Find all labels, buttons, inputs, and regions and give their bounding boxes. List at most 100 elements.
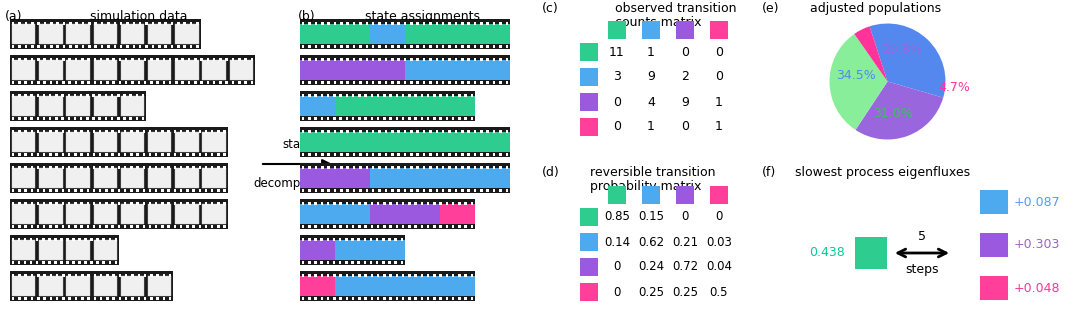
Bar [408,274,410,277]
Bar [158,45,161,48]
Bar [62,189,64,192]
Bar [188,58,190,62]
Bar [197,22,199,25]
Bar [167,225,170,228]
Bar [448,58,450,62]
Bar [492,166,496,169]
Bar [177,22,179,25]
Bar [415,225,417,228]
Bar [397,45,400,48]
Bar [335,132,370,152]
Bar [48,238,51,241]
Bar [143,166,145,169]
Bar [433,274,435,277]
Bar [12,240,36,260]
Text: observed transition: observed transition [615,2,737,15]
Bar [143,225,145,228]
Bar [327,58,329,62]
Bar [370,168,405,188]
Bar [468,22,470,25]
Bar [377,117,379,120]
Bar [168,297,172,300]
Bar [474,189,476,192]
Bar [440,202,442,205]
Bar [141,94,145,97]
Bar [68,202,70,205]
Text: 0.85: 0.85 [604,211,630,223]
Bar [390,202,392,205]
Bar [327,225,329,228]
Bar [199,166,201,169]
Bar [124,153,126,156]
Bar [86,189,89,192]
Bar [408,225,410,228]
Bar [105,202,108,205]
Bar [446,117,448,120]
Bar [80,153,83,156]
Bar [327,189,329,192]
Bar [499,166,502,169]
Bar [481,45,483,48]
Bar [359,94,361,97]
Bar [321,166,324,169]
Bar [180,225,183,228]
Bar [333,94,336,97]
Bar [161,189,164,192]
Bar [154,130,158,133]
Bar [86,153,89,156]
Bar [148,204,172,224]
Bar [300,91,475,121]
Bar [464,274,467,277]
Bar [448,189,450,192]
Bar [251,58,253,62]
Bar [333,274,336,277]
Bar [174,225,176,228]
Bar [384,58,388,62]
Bar [211,202,214,205]
Text: reversible transition: reversible transition [590,166,715,179]
Bar [175,58,178,62]
Bar [66,132,90,152]
Bar [18,166,21,169]
Bar [370,240,405,260]
Bar [390,274,392,277]
Bar [94,297,96,300]
Bar [486,130,489,133]
Text: 0.15: 0.15 [638,211,664,223]
Bar [93,189,95,192]
Text: steps: steps [905,263,939,276]
Bar [17,238,21,241]
Bar [188,81,190,84]
Bar [427,225,430,228]
Bar [353,189,355,192]
Bar [676,21,694,39]
Bar [25,22,27,25]
Bar [98,94,102,97]
Bar [334,130,336,133]
Bar [132,297,134,300]
Bar [440,117,442,120]
Bar [62,94,64,97]
Bar [422,45,426,48]
Bar [347,45,349,48]
Bar [224,166,226,169]
Bar [308,22,311,25]
Bar [300,24,335,44]
Text: 0.62: 0.62 [638,236,664,248]
Bar [42,238,44,241]
Bar [464,225,467,228]
Bar [357,238,360,241]
Bar [347,22,349,25]
Bar [199,130,201,133]
Bar [321,274,323,277]
Bar [192,153,194,156]
Bar [62,153,64,156]
Bar [440,60,475,80]
Bar [340,166,342,169]
Text: 5: 5 [918,230,926,243]
Bar [333,117,336,120]
Bar [302,45,305,48]
Bar [370,24,405,44]
Bar [181,58,184,62]
Bar [448,130,450,133]
